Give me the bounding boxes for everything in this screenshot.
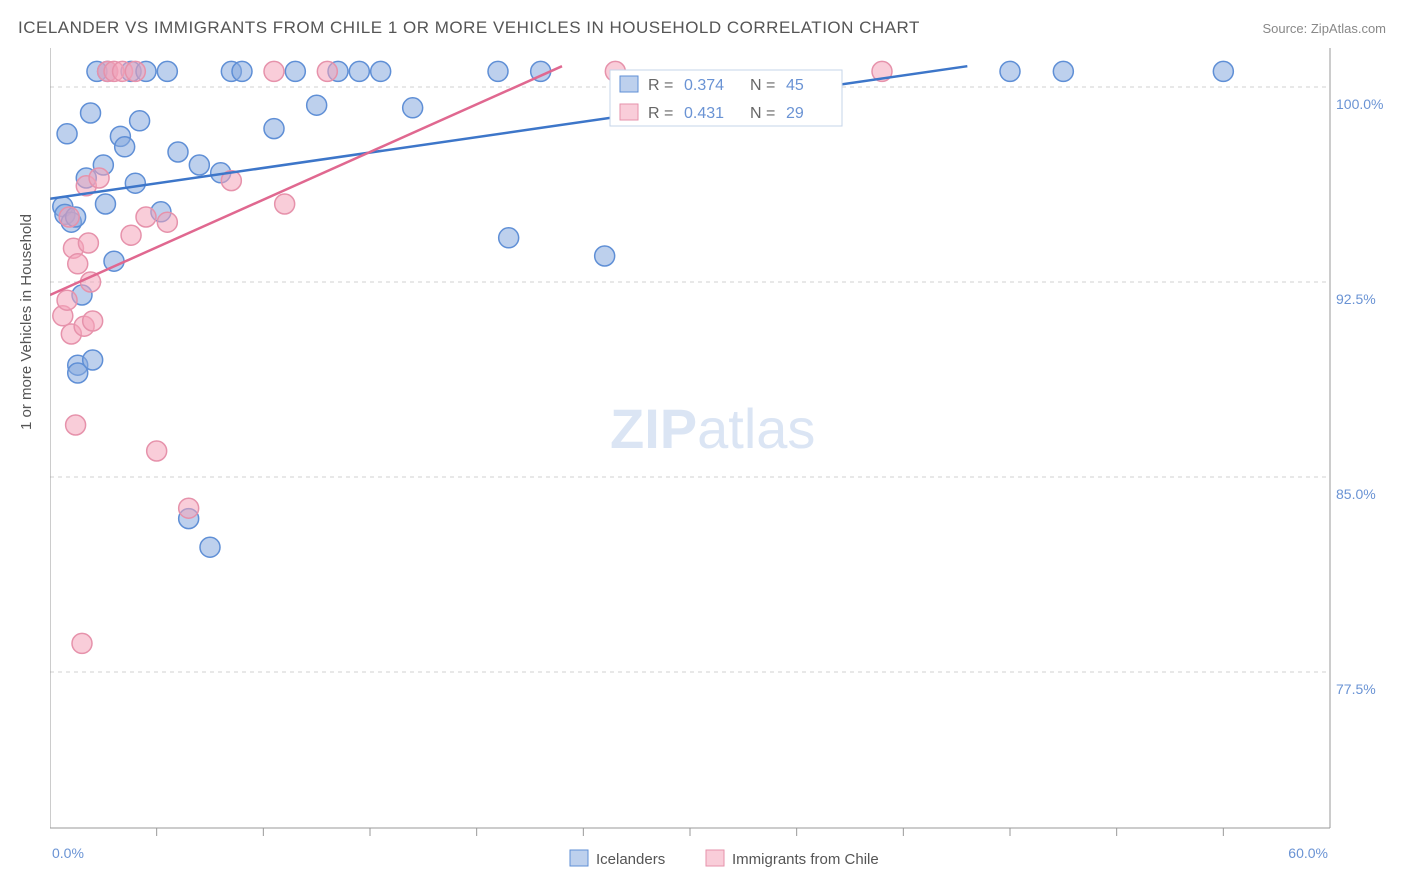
scatter-point <box>307 95 327 115</box>
scatter-point <box>136 207 156 227</box>
scatter-point <box>1053 61 1073 81</box>
scatter-point <box>147 441 167 461</box>
chart-container: 100.0% 92.5% 85.0% 77.5% ZIPatlas R = 0.374 N =… <box>50 48 1386 888</box>
scatter-point <box>157 212 177 232</box>
scatter-point <box>130 111 150 131</box>
scatter-point <box>499 228 519 248</box>
scatter-point <box>83 350 103 370</box>
scatter-point <box>595 246 615 266</box>
stats-box <box>610 70 842 126</box>
svg-text:85.0%: 85.0% <box>1336 486 1376 502</box>
scatter-point <box>83 311 103 331</box>
scatter-point <box>95 194 115 214</box>
chart-header: ICELANDER VS IMMIGRANTS FROM CHILE 1 OR … <box>0 0 1406 48</box>
scatter-point <box>179 498 199 518</box>
svg-text:0.0%: 0.0% <box>52 845 84 861</box>
scatter-point <box>1213 61 1233 81</box>
scatter-point <box>125 61 145 81</box>
svg-text:R =: R = <box>648 105 673 122</box>
svg-text:ZIPatlas: ZIPatlas <box>610 397 815 460</box>
legend-swatch <box>706 850 724 866</box>
y-axis-label: 1 or more Vehicles in Household <box>18 214 35 430</box>
legend-swatch <box>620 76 638 92</box>
scatter-point <box>89 168 109 188</box>
scatter-point <box>57 290 77 310</box>
scatter-point <box>68 254 88 274</box>
scatter-point <box>488 61 508 81</box>
scatter-point <box>200 537 220 557</box>
svg-text:N =: N = <box>750 77 775 94</box>
scatter-point <box>403 98 423 118</box>
scatter-point <box>264 61 284 81</box>
scatter-point <box>1000 61 1020 81</box>
scatter-point <box>317 61 337 81</box>
scatter-point <box>121 225 141 245</box>
legend-label: Immigrants from Chile <box>732 851 879 868</box>
scatter-point <box>275 194 295 214</box>
chart-title: ICELANDER VS IMMIGRANTS FROM CHILE 1 OR … <box>18 18 920 38</box>
scatter-point <box>168 142 188 162</box>
scatter-point <box>78 233 98 253</box>
svg-text:R =: R = <box>648 77 673 94</box>
svg-text:60.0%: 60.0% <box>1288 845 1328 861</box>
svg-text:77.5%: 77.5% <box>1336 681 1376 697</box>
scatter-point <box>125 173 145 193</box>
scatter-point <box>189 155 209 175</box>
scatter-point <box>115 137 135 157</box>
legend-label: Icelanders <box>596 851 665 868</box>
scatter-chart: 100.0% 92.5% 85.0% 77.5% ZIPatlas R = 0.374 N =… <box>50 48 1386 888</box>
scatter-point <box>81 103 101 123</box>
scatter-point <box>371 61 391 81</box>
scatter-point <box>72 633 92 653</box>
svg-text:N =: N = <box>750 105 775 122</box>
scatter-point <box>264 119 284 139</box>
scatter-point <box>157 61 177 81</box>
scatter-point <box>59 207 79 227</box>
svg-text:0.431: 0.431 <box>684 105 724 122</box>
svg-text:0.374: 0.374 <box>684 77 724 94</box>
chart-source: Source: ZipAtlas.com <box>1262 21 1386 36</box>
legend-swatch <box>620 104 638 120</box>
svg-text:29: 29 <box>786 105 804 122</box>
svg-text:100.0%: 100.0% <box>1336 96 1383 112</box>
scatter-point <box>232 61 252 81</box>
scatter-point <box>66 415 86 435</box>
svg-text:92.5%: 92.5% <box>1336 291 1376 307</box>
legend-swatch <box>570 850 588 866</box>
scatter-point <box>57 124 77 144</box>
scatter-point <box>285 61 305 81</box>
scatter-point <box>349 61 369 81</box>
svg-text:45: 45 <box>786 77 804 94</box>
